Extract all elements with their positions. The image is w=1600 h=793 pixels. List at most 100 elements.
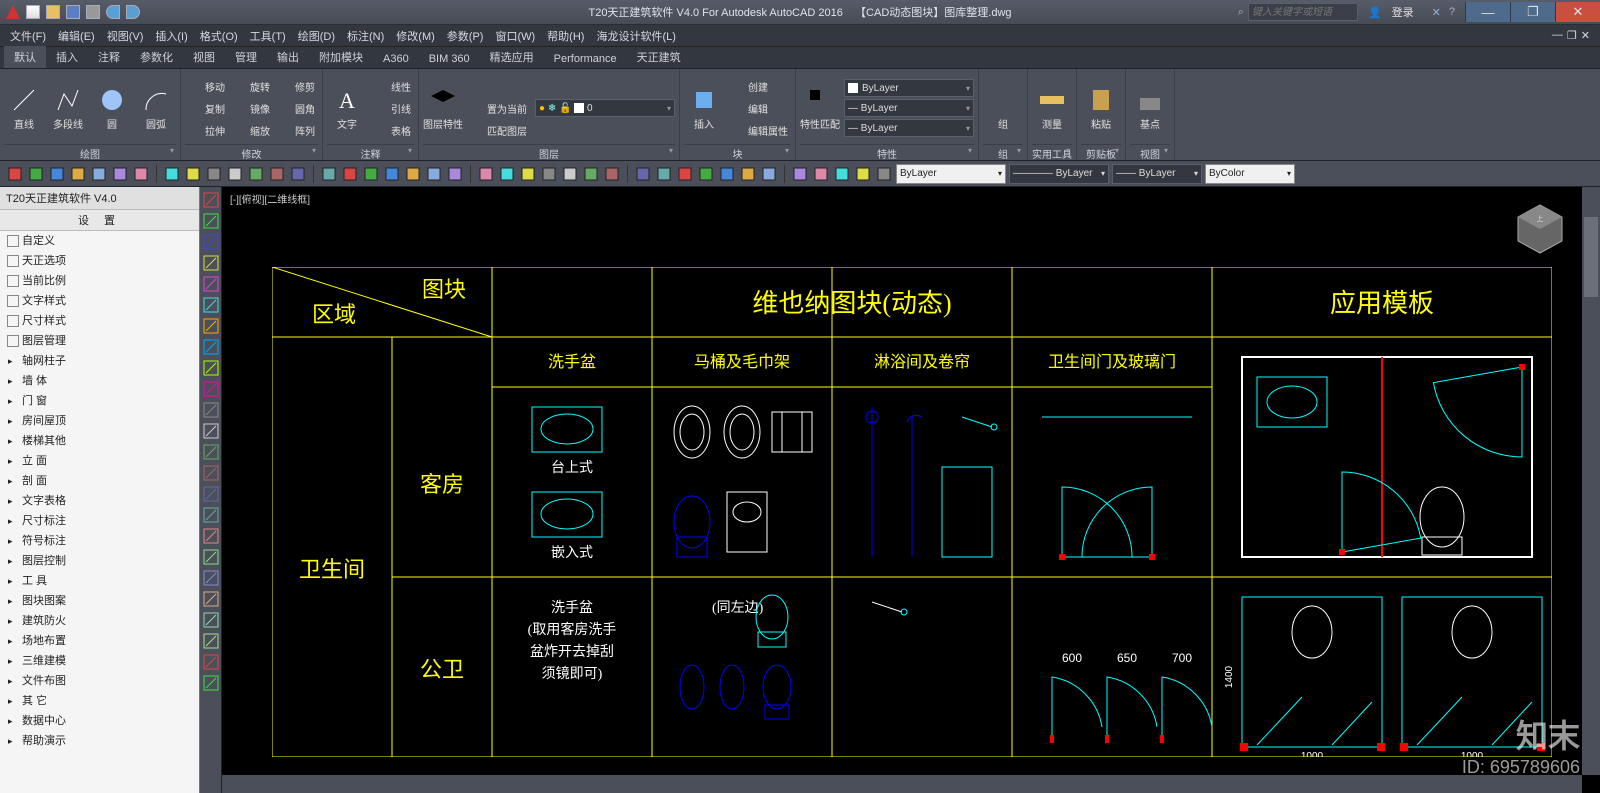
menu-item[interactable]: 文件(F) — [10, 28, 46, 44]
ribbon-tab[interactable]: BIM 360 — [419, 50, 480, 68]
qt-dropdown-2[interactable]: —— ByLayer — [1112, 164, 1202, 184]
qt-icon-36[interactable] — [812, 165, 830, 183]
menu-item[interactable]: 帮助(H) — [547, 28, 584, 44]
menu-item[interactable]: 海龙设计软件(L) — [596, 28, 675, 44]
qt-icon-16[interactable] — [362, 165, 380, 183]
qt-icon-25[interactable] — [561, 165, 579, 183]
ribbon-btn-polyline[interactable]: 多段线 — [48, 86, 88, 131]
ribbon-tab[interactable]: A360 — [373, 50, 419, 68]
qt-icon-11[interactable] — [247, 165, 265, 183]
vtool-icon-1[interactable] — [202, 212, 220, 230]
vtool-icon-11[interactable] — [202, 422, 220, 440]
qt-icon-3[interactable] — [69, 165, 87, 183]
ribbon-tab[interactable]: 附加模块 — [309, 46, 373, 68]
sidebar-item[interactable]: 当前比例 — [0, 271, 199, 291]
exchange-icon[interactable]: ✕ — [1432, 6, 1441, 19]
view-label[interactable]: [-][俯视][二维线框] — [230, 191, 310, 206]
vtool-icon-14[interactable] — [202, 485, 220, 503]
sidebar-tree-item[interactable]: 符号标注 — [0, 531, 199, 551]
qt-icon-21[interactable] — [477, 165, 495, 183]
vtool-icon-18[interactable] — [202, 569, 220, 587]
sidebar-tree-item[interactable]: 三维建模 — [0, 651, 199, 671]
menu-item[interactable]: 视图(V) — [107, 28, 144, 44]
prop-dropdown-1[interactable]: — ByLayer — [844, 99, 974, 117]
min-icon[interactable]: — — [1552, 29, 1563, 42]
vtool-icon-6[interactable] — [202, 317, 220, 335]
qt-icon-15[interactable] — [341, 165, 359, 183]
ribbon-tab[interactable]: 天正建筑 — [627, 46, 691, 68]
qt-icon-35[interactable] — [791, 165, 809, 183]
sidebar-tree-item[interactable]: 门 窗 — [0, 391, 199, 411]
vtool-icon-8[interactable] — [202, 359, 220, 377]
qt-icon-19[interactable] — [425, 165, 443, 183]
qt-icon-13[interactable] — [289, 165, 307, 183]
close-doc-icon[interactable]: ✕ — [1581, 29, 1590, 42]
sidebar-item[interactable]: 图层管理 — [0, 331, 199, 351]
ribbon-btn-text[interactable]: A文字 — [327, 86, 367, 131]
qt-dropdown-1[interactable]: ———— ByLayer — [1009, 164, 1109, 184]
menu-item[interactable]: 修改(M) — [396, 28, 435, 44]
qt-dropdown-3[interactable]: ByColor — [1205, 164, 1295, 184]
qt-icon-34[interactable] — [760, 165, 778, 183]
qt-icon-31[interactable] — [697, 165, 715, 183]
ribbon-btn-battedit[interactable]: 编辑属性 — [728, 120, 791, 140]
qt-icon-28[interactable] — [634, 165, 652, 183]
sidebar-tree-item[interactable]: 文字表格 — [0, 491, 199, 511]
ribbon-tab[interactable]: 插入 — [46, 46, 88, 68]
ribbon-tab[interactable]: 默认 — [4, 46, 46, 68]
qt-icon-38[interactable] — [854, 165, 872, 183]
ribbon-tab[interactable]: Performance — [544, 50, 627, 68]
sidebar-item[interactable]: 文字样式 — [0, 291, 199, 311]
ribbon-tab[interactable]: 管理 — [225, 46, 267, 68]
ribbon-btn-laymatch2[interactable]: 匹配图层 — [467, 120, 530, 140]
sidebar-tree-item[interactable]: 数据中心 — [0, 711, 199, 731]
qt-icon-24[interactable] — [540, 165, 558, 183]
scrollbar-vertical[interactable] — [1582, 187, 1600, 775]
qt-icon-6[interactable] — [132, 165, 150, 183]
menu-item[interactable]: 格式(O) — [200, 28, 238, 44]
sidebar-tree-item[interactable]: 帮助演示 — [0, 731, 199, 751]
ribbon-btn-base[interactable]: 基点 — [1130, 86, 1170, 131]
sidebar-tree-item[interactable]: 轴网柱子 — [0, 351, 199, 371]
restore-icon[interactable]: ❐ — [1567, 29, 1577, 42]
ribbon-btn-dim-linear[interactable]: 线性 — [371, 76, 414, 96]
ribbon-btn-table[interactable]: 表格 — [371, 120, 414, 140]
ribbon-btn-arc[interactable]: 圆弧 — [136, 86, 176, 131]
vtool-icon-19[interactable] — [202, 590, 220, 608]
qt-icon-22[interactable] — [498, 165, 516, 183]
sidebar-tree-item[interactable]: 场地布置 — [0, 631, 199, 651]
vtool-icon-3[interactable] — [202, 254, 220, 272]
qt-icon-29[interactable] — [655, 165, 673, 183]
qat-save-icon[interactable] — [66, 5, 80, 19]
sidebar-tree-item[interactable]: 工 具 — [0, 571, 199, 591]
qt-icon-1[interactable] — [27, 165, 45, 183]
qat-open-icon[interactable] — [46, 5, 60, 19]
qt-icon-5[interactable] — [111, 165, 129, 183]
qt-icon-27[interactable] — [603, 165, 621, 183]
vtool-icon-22[interactable] — [202, 653, 220, 671]
sidebar-tree-item[interactable]: 图块图案 — [0, 591, 199, 611]
ribbon-tab[interactable]: 注释 — [88, 46, 130, 68]
qat-undo-icon[interactable] — [106, 5, 120, 19]
vtool-icon-13[interactable] — [202, 464, 220, 482]
viewcube[interactable]: 上 — [1510, 197, 1570, 257]
vtool-icon-17[interactable] — [202, 548, 220, 566]
ribbon-tab[interactable]: 参数化 — [130, 46, 183, 68]
qt-icon-0[interactable] — [6, 165, 24, 183]
qt-icon-17[interactable] — [383, 165, 401, 183]
ribbon-btn-group[interactable]: 组 — [983, 86, 1023, 131]
qt-icon-7[interactable] — [163, 165, 181, 183]
qt-icon-20[interactable] — [446, 165, 464, 183]
qt-icon-4[interactable] — [90, 165, 108, 183]
vtool-icon-10[interactable] — [202, 401, 220, 419]
ribbon-btn-fillet[interactable]: 圆角 — [275, 98, 318, 118]
vtool-icon-5[interactable] — [202, 296, 220, 314]
ribbon-btn-circle[interactable]: 圆 — [92, 86, 132, 131]
qt-icon-14[interactable] — [320, 165, 338, 183]
sidebar-item[interactable]: 尺寸样式 — [0, 311, 199, 331]
qt-icon-39[interactable] — [875, 165, 893, 183]
ribbon-btn-rotate[interactable]: 旋转 — [230, 76, 273, 96]
menu-item[interactable]: 窗口(W) — [495, 28, 535, 44]
ribbon-btn-laymatch[interactable] — [467, 76, 487, 96]
ribbon-btn-bedit[interactable]: 编辑 — [728, 98, 771, 118]
